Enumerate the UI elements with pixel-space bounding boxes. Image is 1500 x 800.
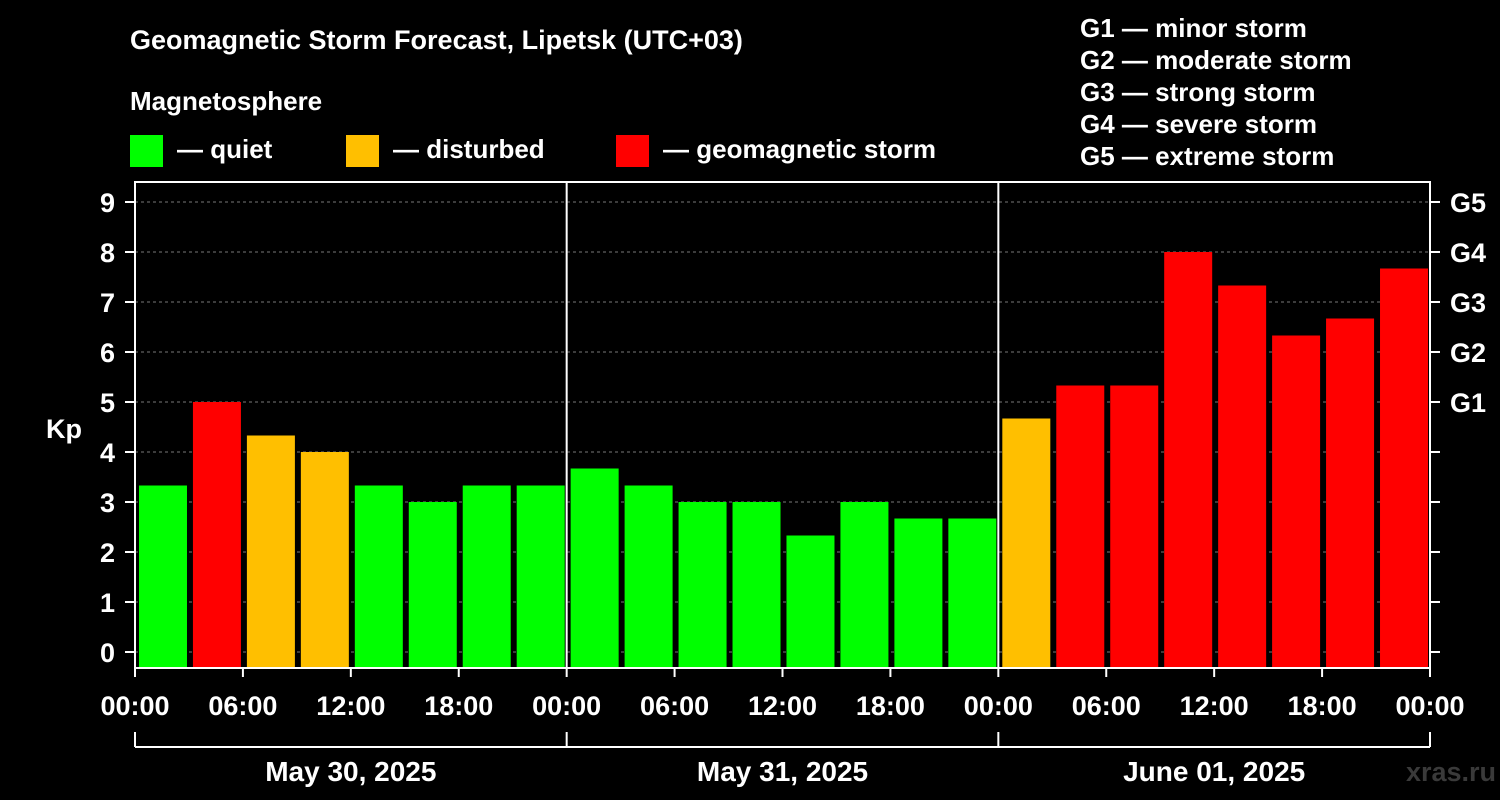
legend-swatch-storm bbox=[616, 135, 649, 167]
day-label: May 30, 2025 bbox=[265, 756, 436, 787]
legend-disturbed: — disturbed bbox=[346, 134, 545, 167]
bar bbox=[1326, 318, 1375, 668]
bar bbox=[678, 502, 727, 668]
y-tick-label: 8 bbox=[100, 238, 115, 268]
x-tick-label: 00:00 bbox=[100, 691, 169, 721]
bar bbox=[408, 502, 457, 668]
watermark: xras.ru bbox=[1406, 757, 1496, 787]
bar bbox=[570, 468, 619, 668]
x-tick-label: 18:00 bbox=[1288, 691, 1357, 721]
bar bbox=[192, 402, 241, 668]
bar bbox=[732, 502, 781, 668]
legend-label-disturbed: — disturbed bbox=[393, 134, 545, 164]
x-tick-label: 18:00 bbox=[856, 691, 925, 721]
bar bbox=[1164, 252, 1213, 668]
g-scale-legend: G1 — minor storm G2 — moderate storm G3 … bbox=[1080, 13, 1352, 171]
bar bbox=[516, 485, 565, 668]
x-tick-label: 12:00 bbox=[748, 691, 817, 721]
g-scale-legend-g2: G2 — moderate storm bbox=[1080, 45, 1352, 75]
x-tick-label: 00:00 bbox=[1395, 691, 1464, 721]
x-tick-label: 06:00 bbox=[208, 691, 277, 721]
x-tick-label: 06:00 bbox=[640, 691, 709, 721]
day-label: May 31, 2025 bbox=[697, 756, 868, 787]
bar bbox=[1380, 268, 1429, 668]
y-tick-label: 2 bbox=[100, 538, 115, 568]
y-tick-label: 6 bbox=[100, 338, 115, 368]
g-scale-legend-g3: G3 — strong storm bbox=[1080, 77, 1315, 107]
y-tick-label: 0 bbox=[100, 638, 115, 668]
y-tick-label: 4 bbox=[100, 438, 115, 468]
bar bbox=[1002, 418, 1051, 668]
y-tick-label: 9 bbox=[100, 188, 115, 218]
g-scale-legend-g5: G5 — extreme storm bbox=[1080, 141, 1334, 171]
legend-storm: — geomagnetic storm bbox=[616, 134, 936, 167]
y-axis-label: Kp bbox=[46, 414, 82, 444]
bar bbox=[246, 435, 295, 668]
bar bbox=[1110, 385, 1159, 668]
y-tick-label: 5 bbox=[100, 388, 115, 418]
bar bbox=[894, 518, 943, 668]
y-tick-label: 3 bbox=[100, 488, 115, 518]
y-tick-label: 1 bbox=[100, 588, 115, 618]
x-tick-label: 00:00 bbox=[532, 691, 601, 721]
y-tick-label: 7 bbox=[100, 288, 115, 318]
day-label: June 01, 2025 bbox=[1123, 756, 1305, 787]
bar bbox=[786, 535, 835, 668]
chart-title: Geomagnetic Storm Forecast, Lipetsk (UTC… bbox=[130, 25, 743, 55]
g-scale-legend-g1: G1 — minor storm bbox=[1080, 13, 1307, 43]
legend-title: Magnetosphere bbox=[130, 86, 322, 116]
g-tick-label: G3 bbox=[1450, 288, 1486, 318]
bar bbox=[354, 485, 403, 668]
bar bbox=[1056, 385, 1105, 668]
bar bbox=[1218, 285, 1267, 668]
bar bbox=[624, 485, 673, 668]
x-tick-label: 12:00 bbox=[316, 691, 385, 721]
bar bbox=[138, 485, 187, 668]
bar bbox=[462, 485, 511, 668]
bar bbox=[948, 518, 997, 668]
g-tick-label: G2 bbox=[1450, 338, 1486, 368]
bar bbox=[840, 502, 889, 668]
legend-quiet: — quiet bbox=[130, 134, 273, 167]
g-tick-label: G1 bbox=[1450, 388, 1486, 418]
g-tick-label: G5 bbox=[1450, 188, 1486, 218]
bar bbox=[300, 452, 349, 668]
x-tick-label: 18:00 bbox=[424, 691, 493, 721]
legend-label-storm: — geomagnetic storm bbox=[663, 134, 936, 164]
g-tick-label: G4 bbox=[1450, 238, 1486, 268]
legend-swatch-disturbed bbox=[346, 135, 379, 167]
x-tick-label: 00:00 bbox=[964, 691, 1033, 721]
x-tick-label: 06:00 bbox=[1072, 691, 1141, 721]
legend-label-quiet: — quiet bbox=[177, 134, 273, 164]
x-tick-label: 12:00 bbox=[1180, 691, 1249, 721]
bar bbox=[1272, 335, 1321, 668]
g-scale-legend-g4: G4 — severe storm bbox=[1080, 109, 1317, 139]
legend-swatch-quiet bbox=[130, 135, 163, 167]
